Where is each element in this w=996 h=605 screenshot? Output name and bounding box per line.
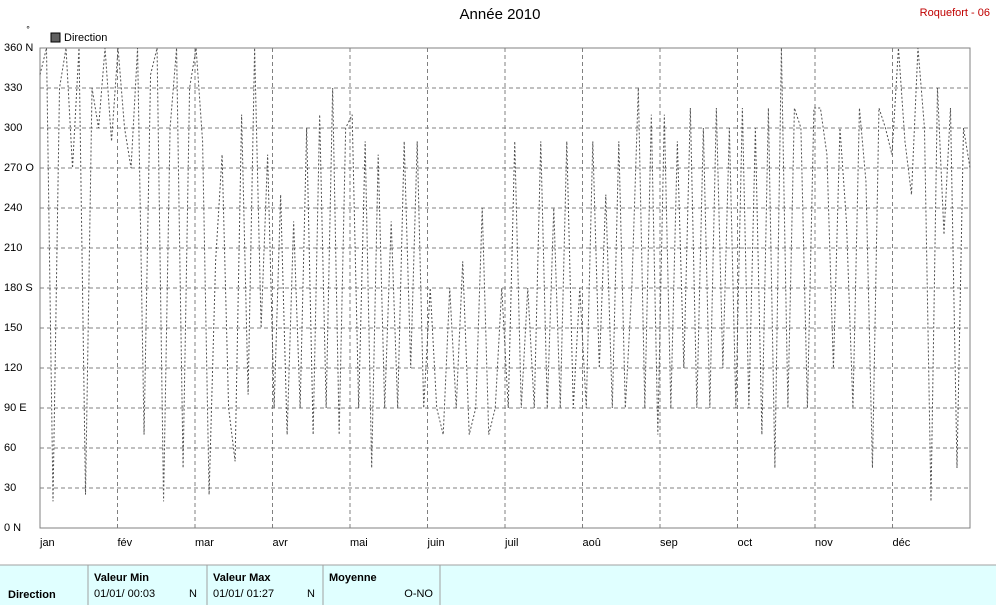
y-tick-label: 330 <box>4 82 22 94</box>
y-tick-label: 60 <box>4 442 16 454</box>
y-tick-label: 90 E <box>4 402 27 414</box>
y-tick-label: 300 <box>4 122 22 134</box>
cell-value: O-NO <box>404 588 433 600</box>
series-line <box>39 47 971 502</box>
y-tick-label: 240 <box>4 202 22 214</box>
y-tick-label: 360 N <box>4 42 33 54</box>
x-tick-label: déc <box>893 537 911 549</box>
col-header: Valeur Min <box>94 572 149 584</box>
y-tick-label: 30 <box>4 482 16 494</box>
unit: ° <box>26 24 30 34</box>
legend-label: Direction <box>64 32 107 44</box>
x-tick-label: mar <box>195 537 214 549</box>
x-tick-label: fév <box>118 537 133 549</box>
chart-title: Année 2010 <box>460 6 541 23</box>
table-band <box>0 565 996 605</box>
y-tick-label: 270 O <box>4 162 34 174</box>
y-tick-label: 0 N <box>4 522 21 534</box>
cell-date: 01/01/ 01:27 <box>213 588 274 600</box>
x-tick-label: juil <box>504 537 518 549</box>
x-tick-label: sep <box>660 537 678 549</box>
y-tick-label: 180 S <box>4 282 33 294</box>
col-header: Moyenne <box>329 572 377 584</box>
x-tick-label: aoû <box>583 537 601 549</box>
cell-value: N <box>189 588 197 600</box>
x-tick-label: jan <box>39 537 55 549</box>
x-tick-label: oct <box>738 537 753 549</box>
x-tick-label: nov <box>815 537 833 549</box>
x-tick-label: mai <box>350 537 368 549</box>
y-tick-label: 150 <box>4 322 22 334</box>
row-label: Direction <box>8 589 56 601</box>
x-tick-label: avr <box>273 537 289 549</box>
station: Roquefort - 06 <box>920 7 990 19</box>
legend-swatch <box>50 32 61 43</box>
x-tick-label: juin <box>427 537 445 549</box>
cell-date: 01/01/ 00:03 <box>94 588 155 600</box>
y-tick-label: 210 <box>4 242 22 254</box>
cell-value: N <box>307 588 315 600</box>
y-tick-label: 120 <box>4 362 22 374</box>
col-header: Valeur Max <box>213 572 271 584</box>
